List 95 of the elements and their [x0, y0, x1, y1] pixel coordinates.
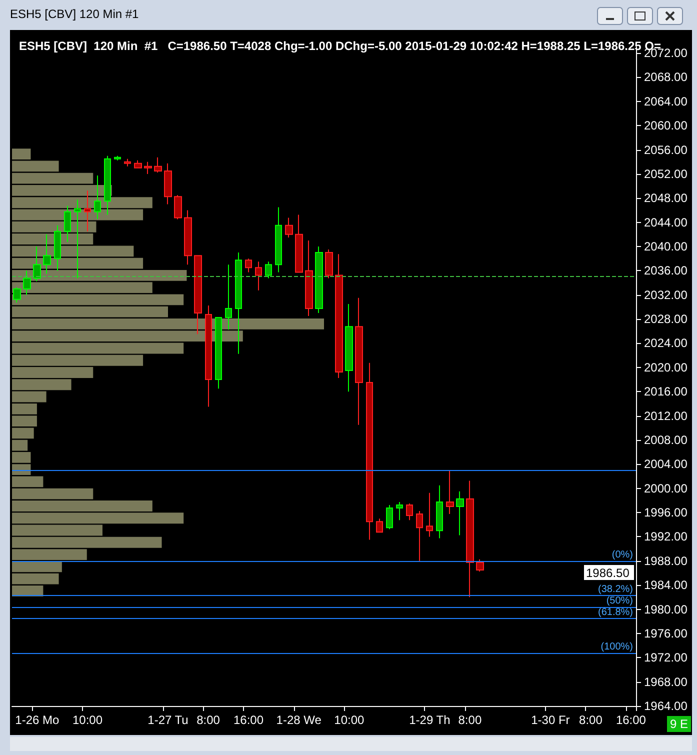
y-tick-label: 1980.00	[644, 602, 688, 616]
y-tick-label: 2060.00	[644, 118, 688, 133]
candlestick	[164, 162, 172, 205]
candlestick	[13, 286, 21, 303]
y-tick-label: 1996.00	[644, 506, 688, 520]
chart-title: ESH5 [CBV] 120 Min #1	[19, 39, 158, 53]
candlestick	[315, 246, 323, 314]
candlestick	[235, 252, 242, 354]
x-tick-label: 8:00	[196, 713, 220, 727]
x-tick-label: 10:00	[334, 713, 364, 727]
candlestick	[275, 206, 282, 273]
annotation: (61.8%)	[598, 606, 633, 618]
y-tick-label: 2036.00	[644, 264, 688, 278]
candlestick	[265, 261, 272, 279]
annotation: (100%)	[600, 642, 633, 653]
x-tick-label: 8:00	[458, 713, 482, 727]
x-tick-label: 10:00	[72, 713, 103, 727]
candlestick	[174, 194, 182, 220]
candlestick	[225, 264, 232, 330]
candlestick	[43, 234, 51, 274]
y-tick-label: 1976.00	[644, 626, 688, 640]
candlestick	[134, 160, 142, 168]
candlestick	[54, 224, 61, 272]
candlestick	[84, 190, 91, 232]
x-tick-label: 1-26 Mo	[15, 713, 60, 727]
x-tick-label: 8:00	[579, 713, 603, 727]
candlestick	[144, 161, 152, 174]
y-tick-label: 2056.00	[644, 142, 688, 157]
candlestick	[466, 480, 474, 598]
candlestick	[255, 261, 262, 291]
x-tick-label: 1-29 Th	[409, 713, 450, 727]
candlestick	[325, 249, 333, 279]
candlestick	[406, 502, 413, 521]
candlestick	[245, 258, 252, 273]
candlestick	[154, 156, 162, 173]
x-tick-label: 1-30 Fr	[531, 713, 570, 727]
y-tick-label: 1988.00	[644, 554, 688, 568]
candlestick	[94, 174, 101, 220]
y-tick-label: 1992.00	[644, 530, 688, 544]
y-tick-label: 2016.00	[644, 384, 688, 399]
candlestick	[456, 490, 464, 536]
x-tick-label: 1-28 We	[276, 713, 322, 727]
candlestick	[23, 270, 31, 296]
text: 9 E	[670, 717, 688, 731]
y-tick-label: 2064.00	[644, 94, 688, 108]
candlestick	[215, 317, 222, 390]
annotation: (0%)	[612, 549, 633, 560]
candlestick	[345, 303, 353, 392]
candlestick	[305, 240, 313, 317]
y-tick-label: 2020.00	[644, 360, 688, 374]
annotation: (50%)	[606, 596, 633, 606]
x-tick-label: 16:00	[616, 713, 646, 727]
y-tick-label: 2028.00	[644, 312, 688, 326]
candlestick	[285, 217, 293, 238]
candlestick	[446, 470, 454, 515]
candlestick	[416, 510, 423, 562]
candlestick	[205, 304, 212, 408]
candlestick	[396, 501, 403, 521]
y-tick-label: 2044.00	[644, 215, 688, 230]
y-tick-label: 2024.00	[644, 336, 688, 350]
y-tick-label: 2012.00	[644, 408, 688, 423]
y-tick-label: 1968.00	[644, 674, 688, 689]
y-tick-label: 1984.00	[644, 578, 688, 592]
candlestick	[74, 199, 81, 279]
candlestick	[194, 255, 202, 335]
candlestick	[335, 254, 343, 379]
y-tick-label: 2040.00	[644, 240, 688, 254]
candlestick	[124, 158, 131, 167]
candlestick	[436, 484, 443, 539]
y-tick-label: 2052.00	[644, 166, 688, 181]
candlestick	[366, 362, 373, 540]
candlestick	[355, 297, 363, 426]
candlestick	[386, 504, 393, 530]
x-tick-label: 1-27 Tu	[148, 713, 188, 727]
candlestick	[104, 155, 111, 216]
y-tick-label: 2068.00	[644, 70, 688, 84]
candlestick	[476, 558, 484, 572]
chart-title: ESH5 [CBV] 120 Min #1	[10, 7, 139, 21]
candlestick	[184, 210, 192, 266]
candlestick	[33, 246, 41, 282]
y-tick-label: 2000.00	[644, 481, 688, 496]
y-tick-label: 1972.00	[644, 650, 688, 665]
y-tick-label: 2032.00	[644, 288, 688, 302]
candlestick	[426, 492, 433, 538]
y-tick-label: 2048.00	[644, 191, 688, 206]
y-tick-label: 1964.00	[644, 699, 688, 713]
candlestick	[376, 518, 383, 533]
candlestick	[64, 205, 71, 242]
candlestick	[114, 155, 121, 161]
x-tick-label: 16:00	[234, 713, 264, 727]
y-tick-label: 2008.00	[644, 432, 688, 447]
annotation: 1986.50	[586, 566, 630, 580]
candlestick	[295, 214, 303, 273]
y-tick-label: 2004.00	[644, 457, 688, 472]
annotation: (38.2%)	[598, 584, 633, 596]
